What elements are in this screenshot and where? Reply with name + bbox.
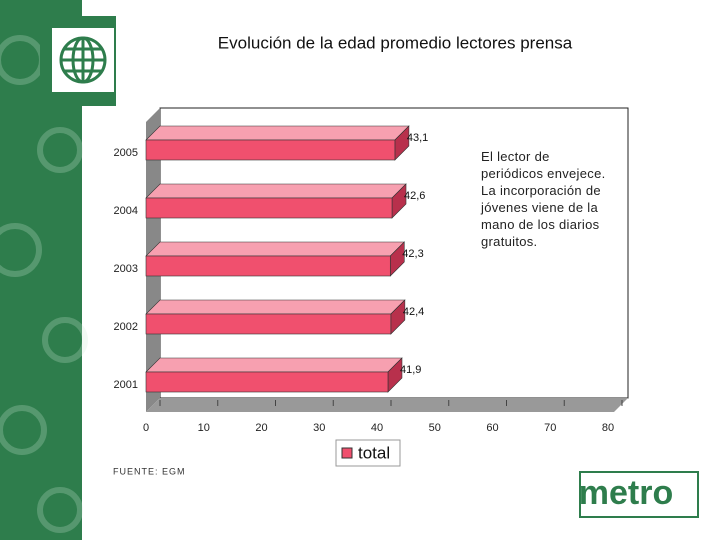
value-label: 42,4 bbox=[403, 306, 424, 318]
bar bbox=[145, 197, 393, 219]
annotation: El lector de periódicos envejece. La inc… bbox=[481, 149, 606, 249]
x-tick-label: 40 bbox=[371, 422, 383, 434]
bar bbox=[145, 313, 392, 335]
metro-logo: metro bbox=[579, 474, 673, 512]
y-tick-label: 2002 bbox=[114, 321, 138, 333]
legend-swatch bbox=[341, 447, 353, 459]
bar bbox=[145, 139, 396, 161]
value-label: 41,9 bbox=[400, 364, 421, 376]
x-tick-label: 50 bbox=[429, 422, 441, 434]
metro-logo-box bbox=[579, 471, 699, 518]
bar-top bbox=[145, 125, 410, 141]
value-label: 43,1 bbox=[407, 132, 428, 144]
bar-top bbox=[145, 357, 403, 373]
x-tick-label: 10 bbox=[198, 422, 210, 434]
y-tick-label: 2005 bbox=[114, 147, 138, 159]
value-label: 42,3 bbox=[402, 248, 423, 260]
x-tick-label: 80 bbox=[602, 422, 614, 434]
y-tick-label: 2003 bbox=[114, 263, 138, 275]
source: FUENTE: EGM bbox=[113, 466, 186, 476]
x-tick-label: 0 bbox=[143, 422, 149, 434]
x-tick-label: 70 bbox=[544, 422, 556, 434]
chart-title: Evolución de la edad promedio lectores p… bbox=[218, 33, 573, 52]
x-tick-label: 60 bbox=[486, 422, 498, 434]
x-tick-label: 30 bbox=[313, 422, 325, 434]
globe-icon bbox=[59, 36, 107, 84]
bar-top bbox=[145, 241, 406, 257]
bar-top bbox=[145, 183, 407, 199]
value-label: 42,6 bbox=[404, 190, 425, 202]
bar bbox=[145, 255, 391, 277]
y-tick-label: 2004 bbox=[114, 205, 138, 217]
x-tick-label: 20 bbox=[255, 422, 267, 434]
legend-label: total bbox=[358, 443, 390, 462]
bar-top bbox=[145, 299, 406, 315]
y-tick-label: 2001 bbox=[114, 379, 138, 391]
bar bbox=[145, 371, 389, 393]
floor bbox=[146, 398, 628, 412]
